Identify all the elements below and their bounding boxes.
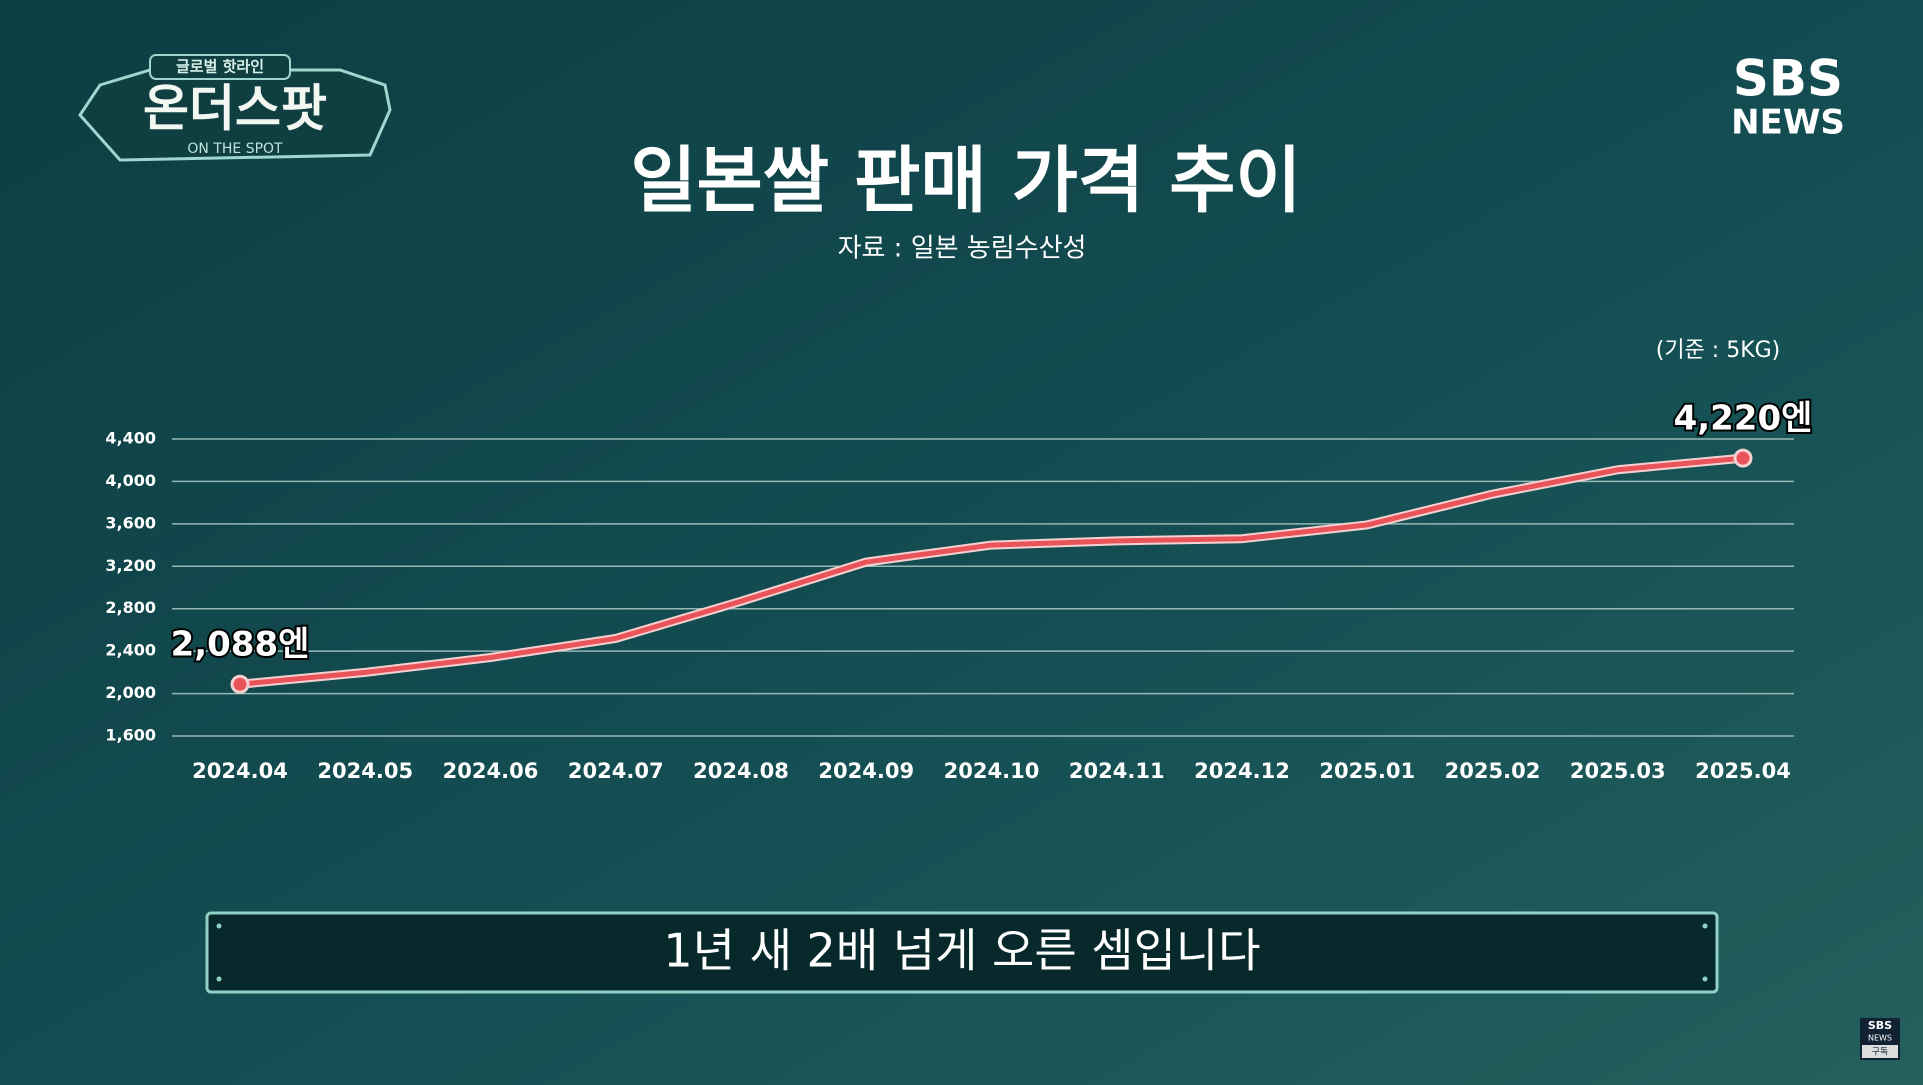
chart-subtitle: 자료 : 일본 농림수산성 bbox=[838, 234, 1087, 264]
y-tick-label: 2,400 bbox=[105, 641, 156, 660]
point bbox=[230, 674, 250, 694]
x-tick-label: 2024.06 bbox=[443, 759, 539, 783]
plot: 1,600 2,000 2,400 2,800 3,200 3,600 4,000 4,400… bbox=[105, 397, 1814, 783]
y-tick-label: 4,000 bbox=[105, 471, 156, 490]
x-tick-label: 2024.05 bbox=[317, 759, 413, 783]
y-tick-label: 3,600 bbox=[105, 513, 156, 532]
unit-note: (기준 : 5KG) bbox=[1656, 338, 1781, 363]
corner-line1: SBS bbox=[1868, 1019, 1892, 1032]
y-tick-label: 2,800 bbox=[105, 598, 156, 617]
value-label: 2,088엔 bbox=[171, 625, 310, 665]
logo: 글로벌 핫라인 온더스팟 ON THE SPOT bbox=[78, 54, 392, 162]
x-tick-label: 2024.12 bbox=[1194, 759, 1290, 783]
logo-top: 글로벌 핫라인 bbox=[176, 58, 264, 76]
caption: 1년 새 2배 넘게 오른 셈입니다 bbox=[663, 924, 1260, 978]
x-tick-label: 2024.10 bbox=[944, 759, 1040, 783]
subscribe-badge[interactable]: SBS NEWS 구독 bbox=[1860, 1018, 1900, 1060]
x-tick-label: 2024.11 bbox=[1069, 759, 1165, 783]
brand-line2: NEWS bbox=[1731, 103, 1845, 143]
x-tick-label: 2025.02 bbox=[1445, 759, 1541, 783]
logo-name: 온더스팟 bbox=[143, 80, 327, 138]
x-tick-label: 2024.04 bbox=[192, 759, 288, 783]
corner-line3: 구독 bbox=[1872, 1047, 1889, 1058]
x-tick-label: 2025.04 bbox=[1695, 759, 1791, 783]
x-tick-label: 2025.03 bbox=[1570, 759, 1666, 783]
y-tick-label: 2,000 bbox=[105, 683, 156, 702]
logo-sub: ON THE SPOT bbox=[187, 141, 283, 157]
corner-line2: NEWS bbox=[1868, 1034, 1892, 1043]
y-tick-label: 1,600 bbox=[105, 726, 156, 745]
brand-line1: SBS bbox=[1733, 50, 1843, 108]
point bbox=[1733, 448, 1753, 468]
x-tick-label: 2024.09 bbox=[818, 759, 914, 783]
x-tick-label: 2025.01 bbox=[1319, 759, 1415, 783]
x-tick-label: 2024.08 bbox=[693, 759, 789, 783]
caption-box: 1년 새 2배 넘게 오른 셈입니다 bbox=[205, 911, 1719, 994]
value-label: 4,220엔 bbox=[1674, 399, 1813, 439]
chart-title: 일본쌀 판매 가격 추이 bbox=[630, 139, 1301, 223]
y-tick-label: 3,200 bbox=[105, 556, 156, 575]
y-tick-label: 4,400 bbox=[105, 429, 156, 448]
line bbox=[239, 455, 1744, 687]
x-tick-label: 2024.07 bbox=[568, 759, 664, 783]
